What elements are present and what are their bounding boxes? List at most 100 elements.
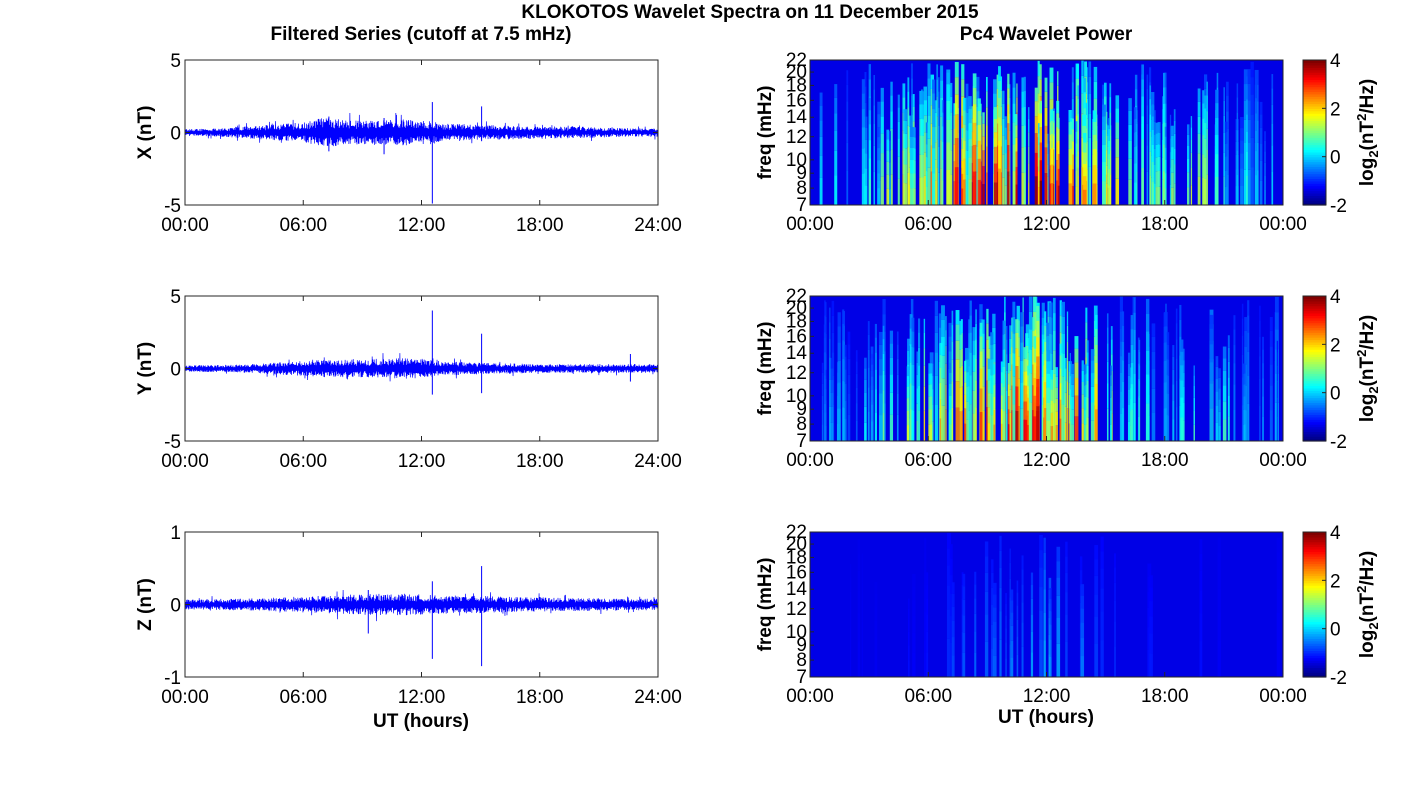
power-streak [992,655,997,677]
power-streak [837,408,841,441]
x-tick-label: 06:00 [279,215,327,236]
power-streak [877,127,880,138]
colorbar-cell [1303,635,1326,639]
power-streak [981,410,985,441]
power-streak [1012,144,1016,172]
power-streak [829,338,831,358]
power-streak [951,655,955,677]
power-streak [1015,348,1019,366]
power-streak [1036,337,1040,357]
power-streak [961,188,965,205]
power-streak [1044,408,1047,441]
power-streak [912,148,916,161]
power-streak [961,64,965,80]
power-streak [1223,100,1225,116]
power-streak [1083,374,1088,386]
power-streak [1250,61,1254,78]
colorbar-tick-label: 2 [1330,335,1341,356]
power-streak [903,120,908,134]
power-streak [1134,373,1136,403]
power-streak [940,97,944,117]
power-streak [924,537,927,553]
power-streak [1173,133,1176,149]
power-streak [1157,156,1161,171]
power-streak [1092,183,1097,205]
y-axis-label: freq (mHz) [755,322,776,416]
power-streak [1244,410,1248,441]
colorbar-cell [1303,72,1326,76]
power-streak [1242,409,1246,425]
power-streak [991,572,994,588]
power-streak [1059,355,1063,369]
power-streak [918,347,921,366]
power-streak [886,188,890,205]
power-streak [821,409,824,425]
power-streak [1206,111,1208,129]
y-tick-label: 14 [786,579,808,600]
power-streak [1243,142,1248,170]
power-streak [1215,103,1219,118]
power-streak [946,169,951,205]
power-streak [998,140,1001,169]
power-streak [873,124,875,146]
power-streak [1055,376,1058,388]
power-streak [987,369,992,381]
power-streak [1077,114,1079,132]
power-streak [819,155,823,178]
colorbar-cell [1303,438,1326,442]
power-streak [986,380,989,408]
power-streak [1023,76,1026,91]
power-streak [863,127,868,140]
power-streak [1021,172,1026,205]
power-streak [1007,373,1010,385]
power-streak [1276,589,1281,613]
power-streak [1264,175,1266,190]
power-streak [873,171,875,205]
power-streak [890,111,893,129]
power-streak [1137,363,1140,379]
power-streak [1043,569,1046,590]
power-streak [850,563,852,578]
power-streak [1083,410,1088,425]
power-streak [979,368,983,389]
power-streak [855,361,858,374]
power-streak [1173,164,1176,184]
power-streak [1222,346,1227,359]
power-streak [928,373,933,385]
power-streak [880,133,884,154]
power-streak [1120,372,1124,392]
power-streak [1108,118,1111,130]
power-streak [1193,375,1195,387]
power-streak [1028,349,1033,374]
power-streak [1262,378,1265,397]
power-streak [1095,409,1098,441]
power-streak [867,387,870,412]
power-streak [1166,415,1170,441]
colorbar-cell [1303,404,1326,408]
power-streak [916,362,919,375]
y-tick-label: 5 [170,287,181,308]
power-streak [916,420,919,441]
power-streak [1057,71,1059,86]
power-streak [981,386,985,411]
power-streak [1108,154,1111,170]
power-streak [1082,125,1086,139]
power-streak [861,173,865,205]
power-streak [1002,135,1005,155]
power-streak [996,88,999,106]
colorbar-cell [1303,325,1326,329]
power-streak [1250,167,1254,205]
power-streak [1152,134,1156,149]
power-streak [1045,322,1050,337]
power-streak [1102,130,1106,146]
colorbar-cell [1303,606,1326,610]
power-streak [1016,97,1018,113]
power-streak [945,384,947,410]
y-axis-label: freq (mHz) [755,86,776,180]
power-streak [911,385,915,411]
power-streak [1092,110,1097,122]
colorbar-cell [1303,648,1326,652]
power-streak [1009,338,1012,354]
power-streak [987,423,992,441]
colorbar-cell [1303,558,1326,562]
